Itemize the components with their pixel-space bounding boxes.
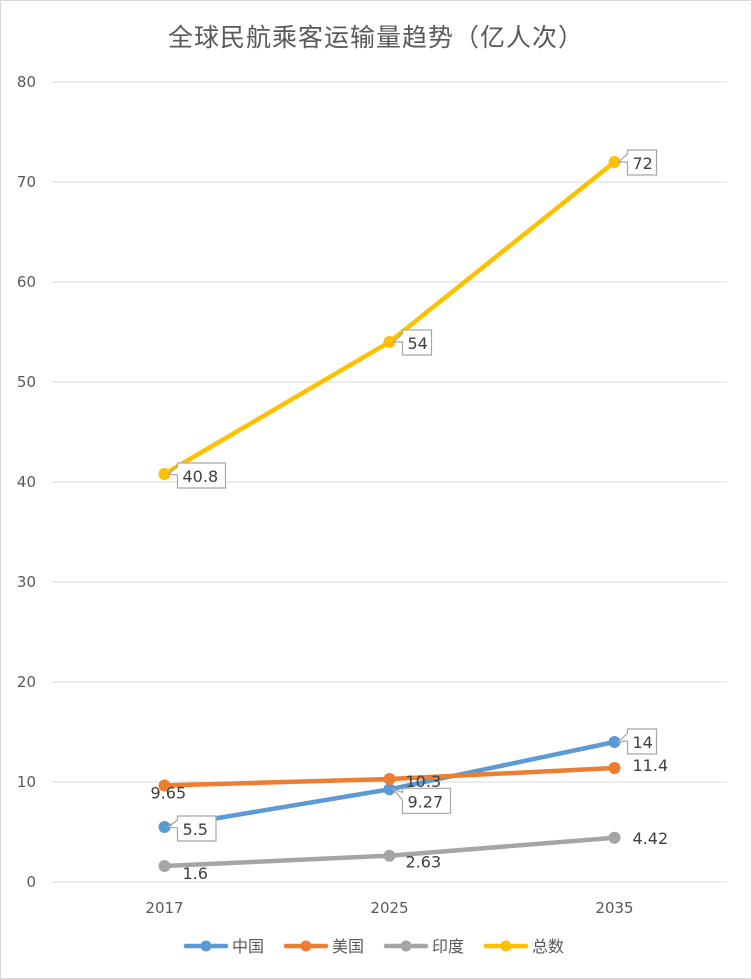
legend-marker: [400, 940, 412, 952]
legend-label: 总数: [532, 937, 564, 956]
data-point: [158, 779, 171, 792]
y-tick-label: 50: [17, 373, 36, 391]
legend-marker: [300, 940, 312, 952]
data-label: 9.65: [151, 784, 187, 803]
series-line-总数: [162, 159, 617, 477]
data-label: 9.27: [408, 792, 444, 811]
data-label-box: [166, 815, 217, 842]
data-point: [608, 762, 621, 774]
y-tick-label: 0: [26, 873, 36, 891]
y-tick-label: 20: [17, 673, 36, 691]
y-tick-label: 10: [17, 773, 36, 791]
legend-label: 印度: [432, 937, 464, 956]
y-tick-label: 40: [17, 473, 36, 491]
chart-title: 全球民航乘客运输量趋势（亿人次）: [167, 23, 584, 52]
y-tick-label: 80: [17, 73, 36, 91]
data-label: 54: [408, 334, 428, 353]
data-label: 5.5: [183, 820, 208, 839]
y-tick-label: 60: [17, 273, 36, 291]
data-label-box: [616, 728, 658, 755]
legend-label: 中国: [232, 937, 264, 956]
data-label-box: [391, 787, 452, 814]
data-point: [608, 831, 621, 844]
y-tick-label: 30: [17, 573, 36, 591]
data-label: 14: [633, 733, 653, 752]
data-point: [383, 849, 396, 862]
data-label: 1.6: [183, 864, 208, 883]
data-point: [383, 773, 396, 785]
data-point: [158, 860, 171, 872]
x-tick-label: 2017: [145, 899, 183, 917]
x-tick-label: 2035: [595, 899, 633, 917]
data-label: 2.63: [406, 853, 442, 872]
data-label-box: [616, 149, 658, 176]
data-label: 72: [633, 154, 653, 173]
legend-marker: [500, 940, 512, 952]
x-tick-label: 2025: [370, 899, 408, 917]
data-label: 4.42: [633, 829, 669, 848]
data-label-box: [166, 462, 227, 489]
data-label: 40.8: [183, 467, 219, 486]
data-label: 10.3: [406, 772, 442, 791]
data-label-box: [391, 329, 433, 356]
y-tick-label: 70: [17, 173, 36, 191]
data-label: 11.4: [633, 756, 669, 775]
legend-label: 美国: [332, 937, 364, 956]
legend-marker: [200, 940, 212, 952]
